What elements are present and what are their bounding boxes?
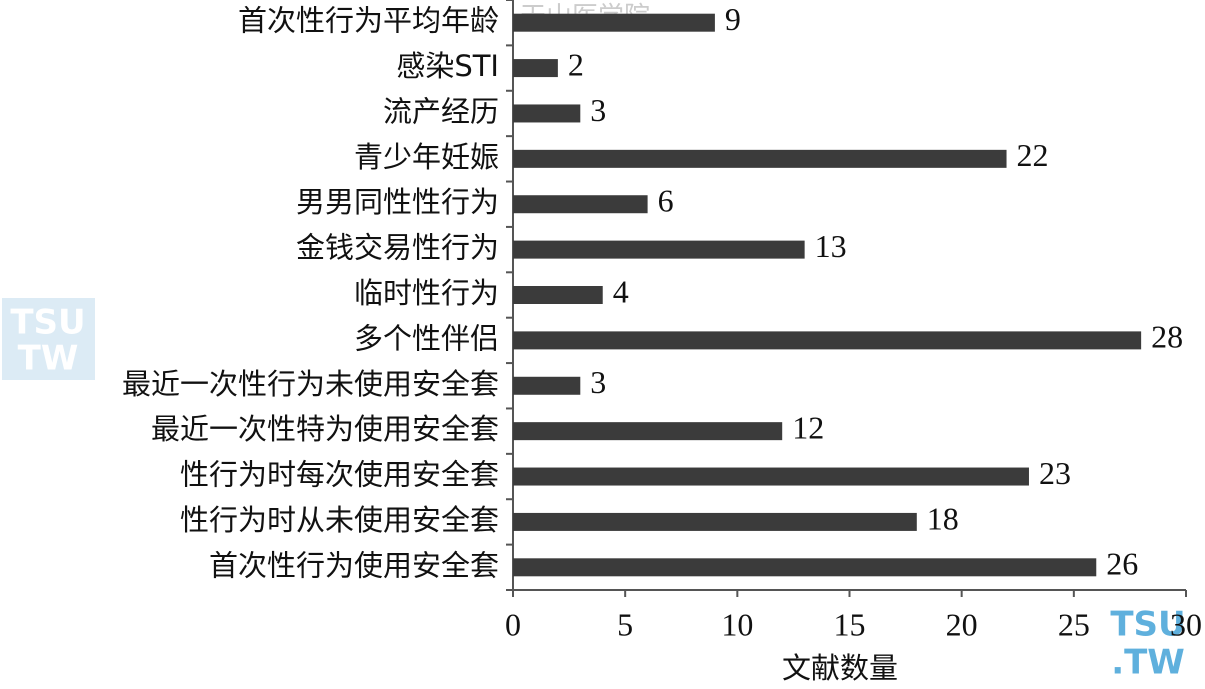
value-label: 18 [927,500,959,536]
x-tick-label: 20 [946,606,978,642]
y-tick-label: 性行为时每次使用安全套 [180,458,499,492]
bar [513,195,648,214]
value-label: 26 [1106,546,1138,582]
y-tick-label: 金钱交易性行为 [296,231,499,265]
value-label: 13 [815,228,847,264]
bar [513,59,558,78]
x-tick-label: 0 [505,606,521,642]
value-label: 2 [568,46,584,82]
bar [513,331,1142,350]
bar [513,422,783,441]
value-label: 22 [1017,137,1049,173]
watermark: TSU [1110,605,1185,645]
x-tick-label: 30 [1170,606,1202,642]
x-tick-label: 15 [834,606,866,642]
y-tick-label: 男男同性性行为 [296,185,499,219]
watermark: TW [18,339,79,379]
bar [513,558,1097,577]
value-label: 3 [590,92,606,128]
bar [513,149,1007,168]
value-label: 12 [792,409,824,445]
y-tick-label: 首次性行为使用安全套 [209,548,499,582]
value-label: 4 [613,273,629,309]
bar [513,512,917,531]
bar [513,286,603,304]
x-tick-label: 25 [1058,606,1090,642]
bar [513,13,715,32]
x-axis-title: 文献数量 [782,651,898,685]
y-tick-label: 最近一次性特为使用安全套 [151,412,499,446]
y-tick-label: 多个性伴侣 [354,321,499,355]
watermark: TSU [10,303,85,343]
y-tick-label: 临时性行为 [354,276,499,310]
logo-box [2,298,95,380]
value-label: 28 [1151,319,1183,355]
y-tick-label: 首次性行为平均年龄 [238,4,499,38]
y-tick-label: 青少年妊娠 [354,140,499,174]
y-tick-label: 性行为时从未使用安全套 [180,503,499,537]
value-label: 3 [590,364,606,400]
value-label: 23 [1039,455,1071,491]
y-tick-label: 流产经历 [383,94,499,128]
y-tick-label: 感染STI [396,49,499,83]
x-tick-label: 5 [617,606,633,642]
y-tick-label: 最近一次性行为未使用安全套 [122,367,499,401]
watermark: .TW [1111,643,1185,683]
value-label: 6 [658,183,674,219]
bar [513,467,1029,486]
value-label: 9 [725,1,741,37]
bar [513,376,581,395]
bar [513,104,581,123]
bar [513,240,805,259]
x-tick-label: 10 [721,606,753,642]
